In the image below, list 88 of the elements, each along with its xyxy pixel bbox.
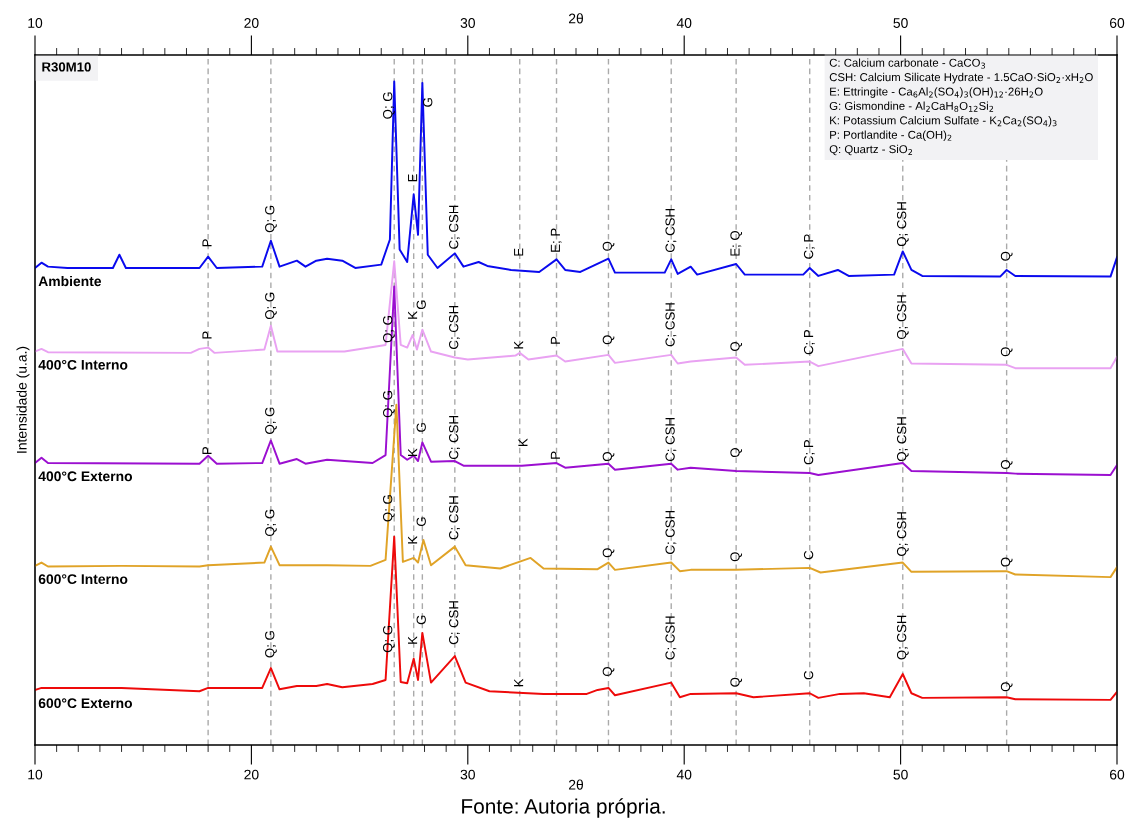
annotation: Q [602,241,615,251]
annotation: C; CSH [665,510,677,554]
annotation: Q; CSH [896,512,909,556]
annotation: Q; G [383,92,395,119]
x2-axis-title: 2θ [568,13,584,24]
annotation: C; CSH [665,418,677,462]
annotation: P [550,336,560,344]
annotation: C; P [803,440,815,465]
annotation: P [202,446,212,454]
annotation: C; CSH [449,496,460,540]
annotation: Q; CSH [896,417,909,462]
annotation: Q; CSH [896,202,909,247]
annotation: P [202,239,212,247]
x-tick-label: 20 [244,769,259,780]
series-label: Ambiente [38,275,102,287]
series-label: 600°C Externo [38,698,133,709]
annotation: Q; G [265,631,277,658]
annotation: K [408,311,418,319]
annotation: Q [730,448,743,458]
annotation: K [408,535,418,544]
annotation: Q; G [383,316,395,343]
annotation: Q [1000,347,1013,357]
x-tick-label: 60 [1109,769,1125,780]
annotation: Q [730,552,743,562]
x-axis-title: 2θ [568,779,584,790]
annotation: Q [602,452,615,462]
series-label: 400°C Externo [38,471,133,482]
annotation: Q [730,341,743,351]
annotation: Q [1000,251,1013,261]
annotation: P [202,331,212,339]
x-tick-label: 10 [28,769,43,780]
annotation: Q; CSH [896,295,909,339]
annotation: K [514,340,524,349]
annotation: Q [1000,557,1013,567]
annotation: Q [730,677,743,687]
text: R30M10 [42,62,91,72]
annotation: Q [602,667,615,677]
x2-tick-label: 50 [893,18,908,28]
annotation: G [416,300,426,310]
annotation: C; CSH [665,303,677,347]
x2-tick-label: 30 [460,18,475,28]
annotation: C; CSH [449,305,460,349]
text: C: Calcium carbonate - CaCO$_{3}$ CSH: Calcium Silicate Hydrate - 1.5CaO·SiO$_{2}$·xH$_{2}$O E: Ettringite - Ca$_{6}$Al$_{2}$(SO$_{4}$)$_{3}$(OH)$_{12}$·26H$_{2}$O G: Gismondine - Al$_{2}$CaH$_{8}$O$_{12}$Si$_{2}$ K: Potassium Calcium Sulfate - K$_{2}$Ca$_{2}$(SO$_{4}$)$_{3}$ P: Portlandite - Ca(OH)$_{2}$ Q: Quartz - SiO$_{2}$ [829,58,1093,156]
annotation: Q; G [265,407,277,434]
annotation: C; P [803,329,815,355]
annotation: C [803,550,814,560]
annotation: Q; G [383,495,395,522]
annotation: K [518,438,528,447]
annotation: G [416,517,426,527]
x2-tick-label: 60 [1109,18,1125,28]
annotation: Q; G [265,509,277,537]
series-label: 600°C Interno [38,574,128,585]
x2-tick-label: 10 [28,18,43,28]
annotation: K [408,448,418,456]
source-note: Fonte: Autoria própria. [462,798,665,818]
annotation: Q [602,335,615,345]
annotation: K [408,636,418,644]
annotation: E [514,248,524,256]
annotation: P [550,451,560,459]
annotation: C; CSH [665,209,677,253]
annotation: Q [602,548,615,558]
annotation: Q; G [383,625,395,653]
annotation: C; P [803,234,815,259]
annotation: E; P [550,228,562,252]
x-tick-label: 40 [676,769,692,780]
annotation: C; CSH [449,601,460,645]
annotation: G [416,423,426,432]
x2-tick-label: 20 [244,18,259,28]
annotation: Q; CSH [896,615,909,660]
annotation: C; CSH [665,616,677,660]
annotation: E [408,174,418,182]
annotation: Q; G [265,205,277,233]
annotation: G [423,98,433,107]
annotation: C [803,670,814,680]
x-tick-label: 50 [893,769,908,780]
x2-tick-label: 40 [676,18,692,28]
annotation: Q; G [383,391,395,418]
series-label: 400°C Interno [38,359,128,370]
annotation: Q; G [265,292,277,320]
annotation: G [416,615,426,625]
x-tick-label: 30 [460,769,475,780]
y-axis-title: Intensidade (u.a.) [16,346,30,453]
annotation: C; CSH [449,416,460,460]
annotation: K [514,678,524,687]
annotation: Q [1000,460,1013,470]
annotation: Q [1000,682,1013,692]
annotation: E; Q [730,230,743,256]
annotation: C; CSH [449,205,460,249]
